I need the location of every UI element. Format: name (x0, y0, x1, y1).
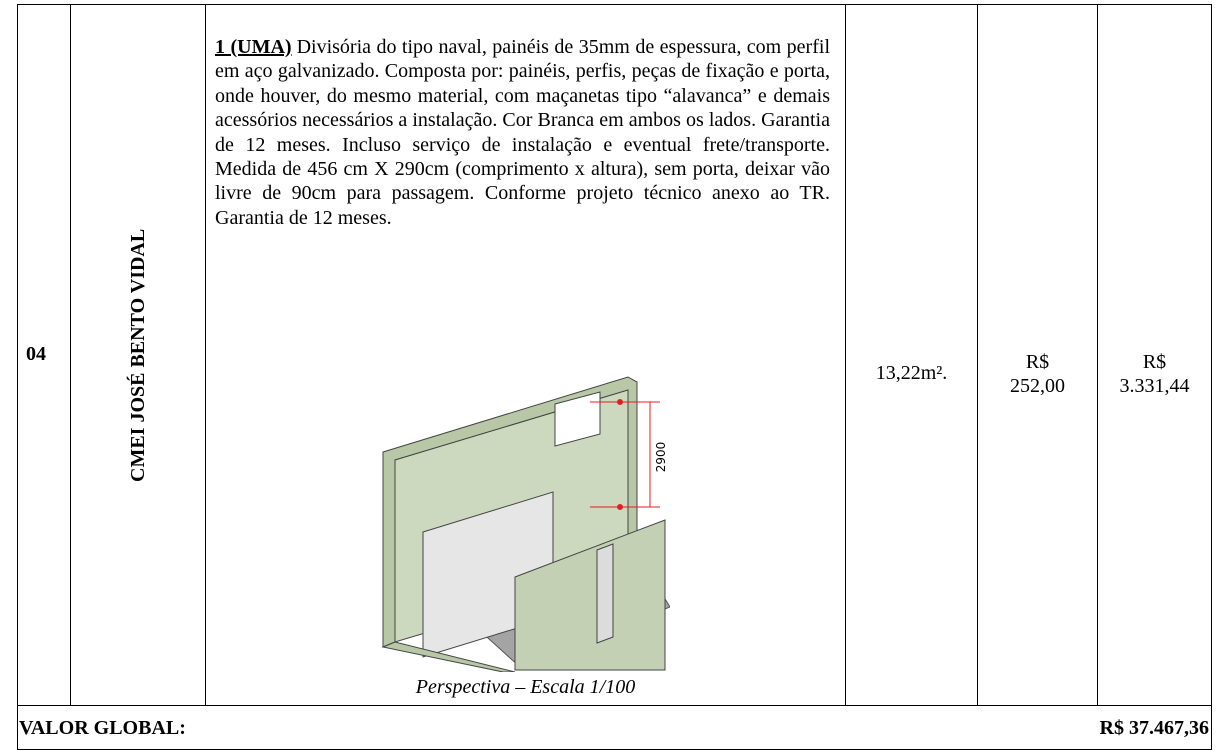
currency: R$ (1025, 351, 1050, 373)
currency: R$ (1142, 351, 1167, 373)
quantity: 13,22m². (875, 362, 948, 384)
amount: 252,00 (1010, 375, 1065, 397)
footer-value: R$ 37.467,36 (1099, 717, 1209, 739)
description-text: Divisória do tipo naval, painéis de 35mm… (215, 36, 830, 229)
amount: 3.331,44 (1119, 375, 1190, 397)
border (17, 705, 1212, 706)
border (1211, 4, 1212, 750)
caption: Perspectiva – Escala 1/100 (415, 676, 636, 698)
border (17, 4, 1212, 5)
description-lead: 1 (UMA) (215, 36, 292, 58)
total-price: R$ 3.331,44 (1098, 350, 1211, 398)
border (70, 4, 71, 706)
front-wall (514, 519, 666, 671)
footer-label: VALOR GLOBAL: (19, 717, 186, 739)
left-wall (381, 641, 516, 672)
border (1097, 4, 1098, 706)
drawing: 2900 (381, 376, 670, 672)
location: CMEI JOSÉ BENTO VIDAL (127, 228, 149, 482)
dimension (590, 399, 660, 510)
description: 1 (UMA) Divisória do tipo naval, painéis … (215, 35, 830, 230)
border (977, 4, 978, 706)
border (17, 749, 1212, 750)
border (205, 4, 206, 706)
unit-price: R$ 252,00 (978, 350, 1097, 398)
item-number: 04 (26, 343, 46, 365)
border (17, 4, 18, 750)
window (554, 391, 601, 447)
door-panel (596, 543, 614, 644)
dimension-label: 2900 (654, 442, 668, 473)
border (845, 4, 846, 706)
